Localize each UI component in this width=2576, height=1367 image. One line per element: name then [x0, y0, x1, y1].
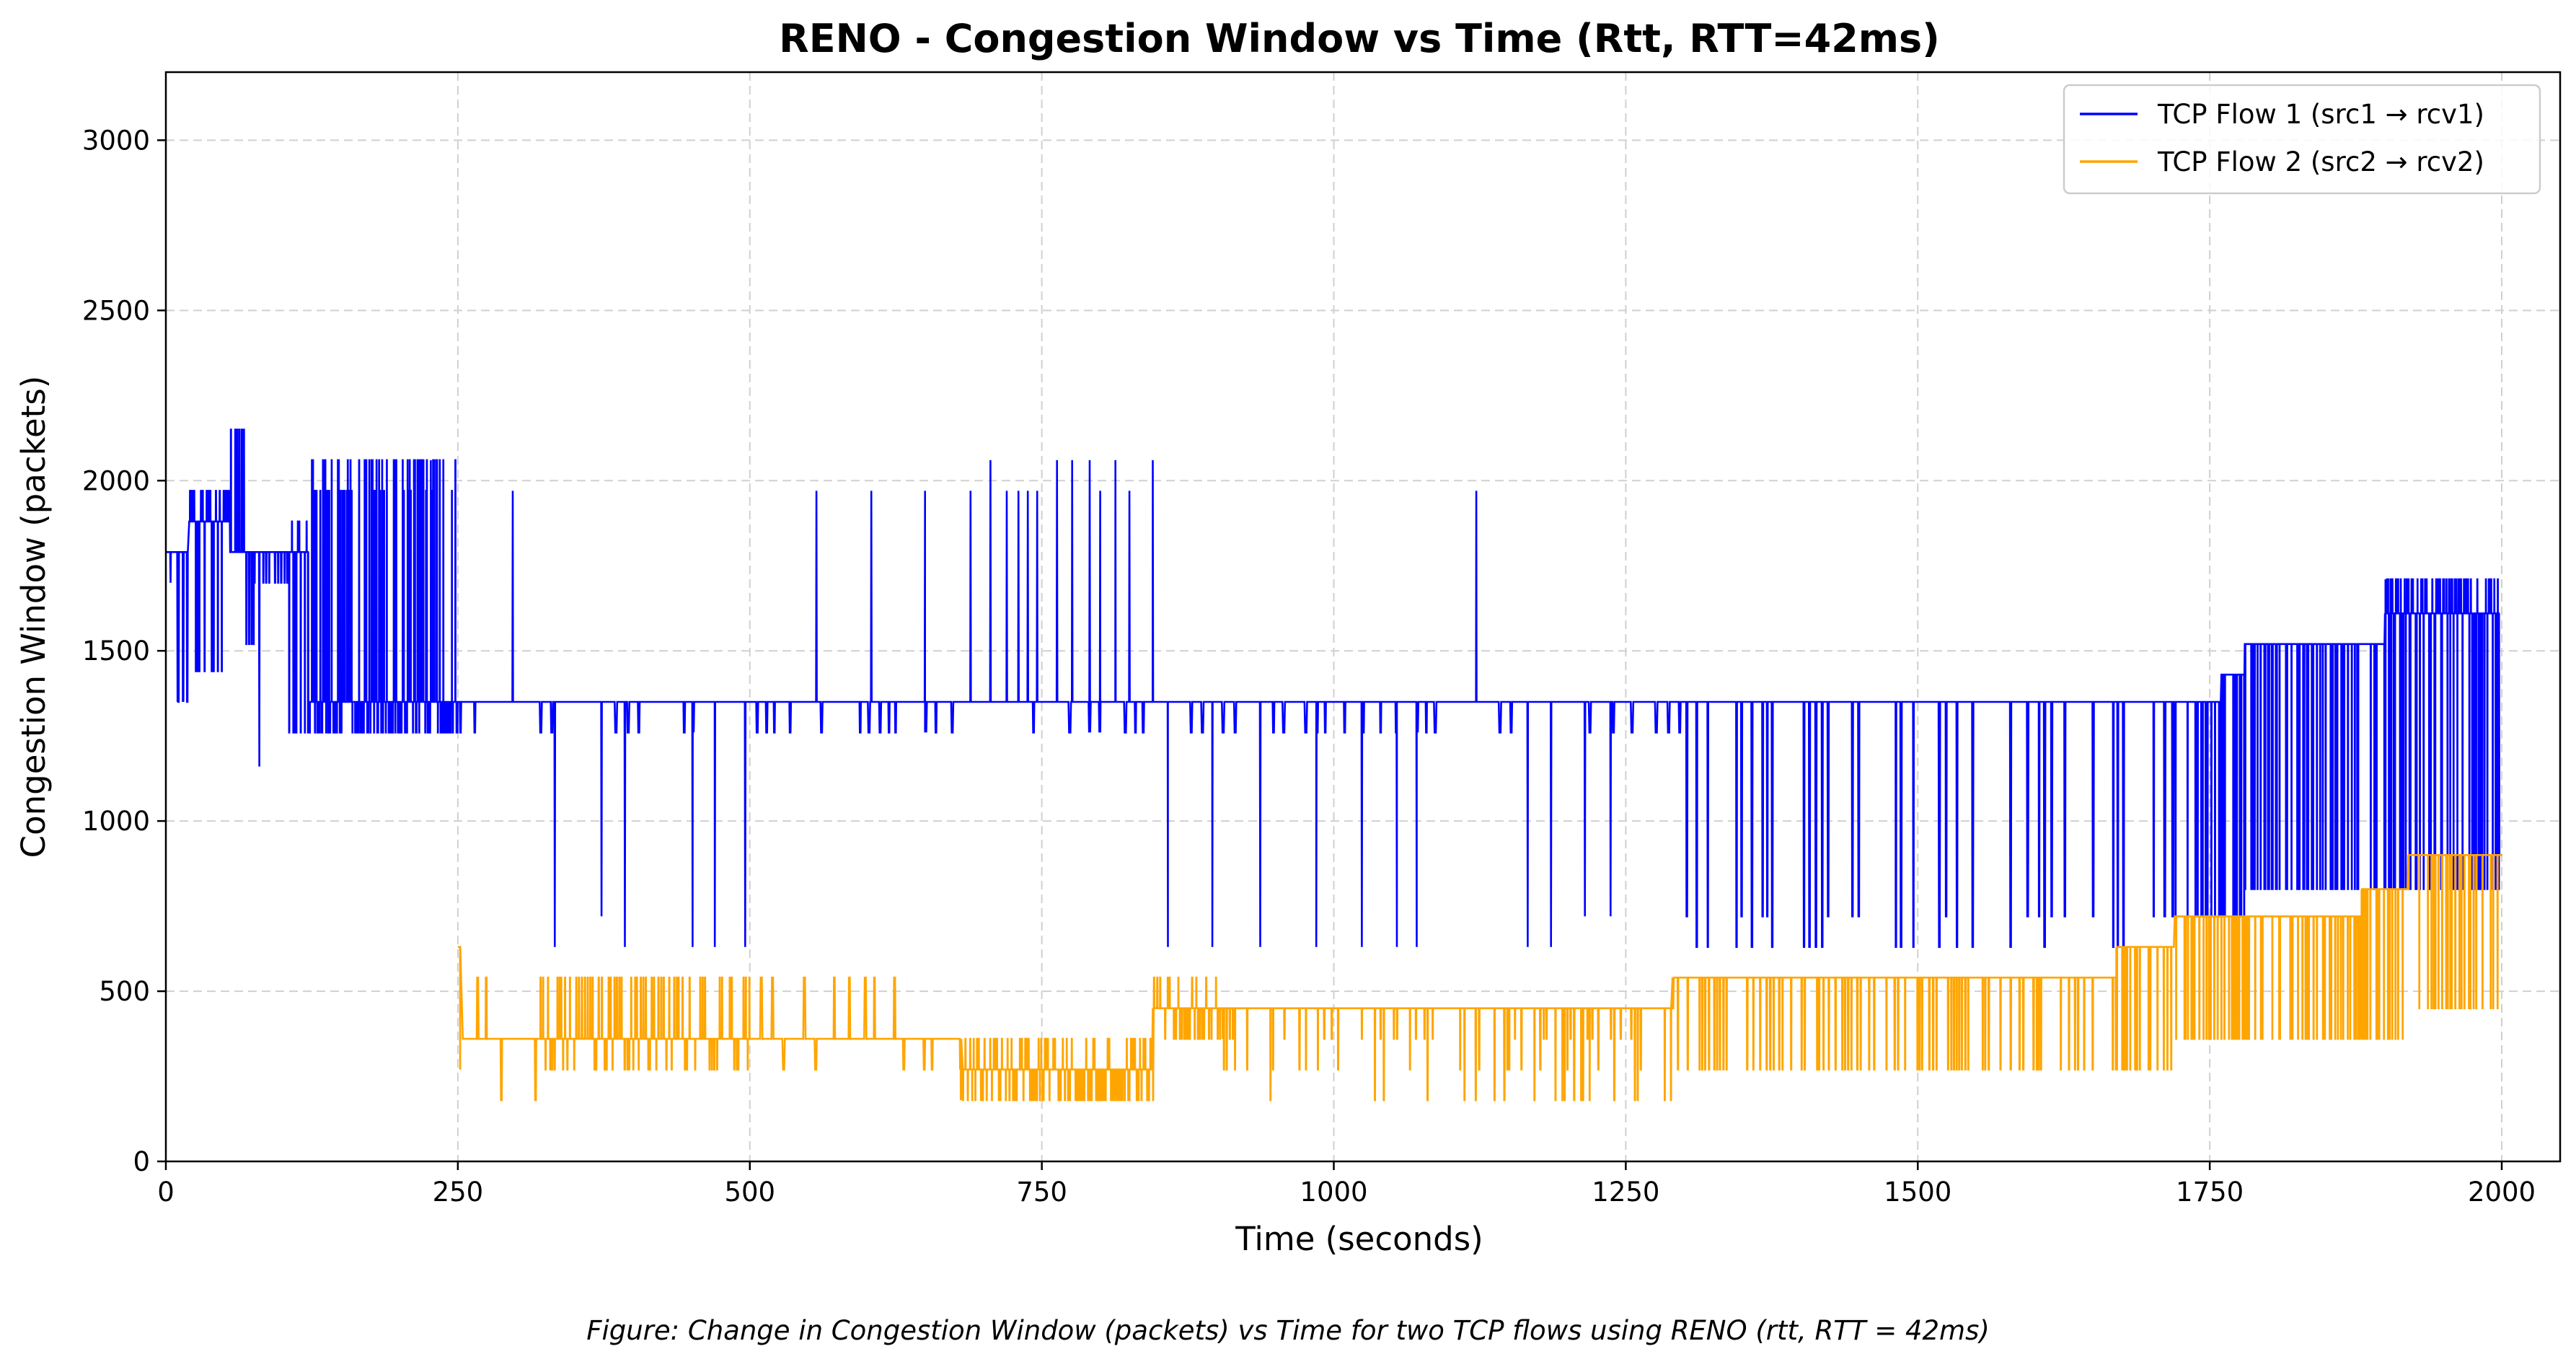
x-tick-label: 1750	[2176, 1177, 2244, 1208]
y-axis-label: Congestion Window (packets)	[14, 376, 53, 858]
plot-area	[164, 71, 2562, 1163]
y-tick-label: 2500	[82, 295, 150, 326]
y-tick-label: 0	[133, 1146, 150, 1177]
legend-box	[2063, 84, 2541, 195]
x-tick-label: 1500	[1884, 1177, 1951, 1208]
y-tick-label: 2000	[82, 465, 150, 496]
legend: TCP Flow 1 (src1 → rcv1) TCP Flow 2 (src2…	[2063, 84, 2541, 195]
plot-frame	[164, 71, 2562, 1163]
y-tick-label: 500	[99, 976, 150, 1007]
x-axis: 0 250 500 750 1000 1250 1500 1750 2000	[157, 1161, 2536, 1208]
y-tick-label: 3000	[82, 125, 150, 156]
x-axis-label: Time (seconds)	[1235, 1220, 1483, 1258]
x-tick-label: 1000	[1300, 1177, 1367, 1208]
chart-title: RENO - Congestion Window vs Time (Rtt, R…	[779, 16, 1940, 61]
series-line-1	[166, 428, 2502, 948]
series-layer	[166, 428, 2502, 1102]
x-tick-label: 2000	[2468, 1177, 2536, 1208]
y-tick-label: 1000	[82, 806, 150, 837]
x-tick-label: 0	[157, 1177, 175, 1208]
x-tick-label: 750	[1016, 1177, 1067, 1208]
figure-caption: Figure: Change in Congestion Window (pac…	[586, 1315, 1990, 1346]
x-tick-label: 1250	[1592, 1177, 1659, 1208]
legend-label-2: TCP Flow 2 (src2 → rcv2)	[2157, 146, 2484, 177]
y-tick-label: 1500	[82, 636, 150, 667]
x-tick-label: 500	[724, 1177, 775, 1208]
series-line-2	[457, 854, 2502, 1102]
y-axis: 0 500 1000 1500 2000 2500 3000	[82, 125, 166, 1177]
legend-label-1: TCP Flow 1 (src1 → rcv1)	[2157, 99, 2484, 130]
x-tick-label: 250	[433, 1177, 484, 1208]
